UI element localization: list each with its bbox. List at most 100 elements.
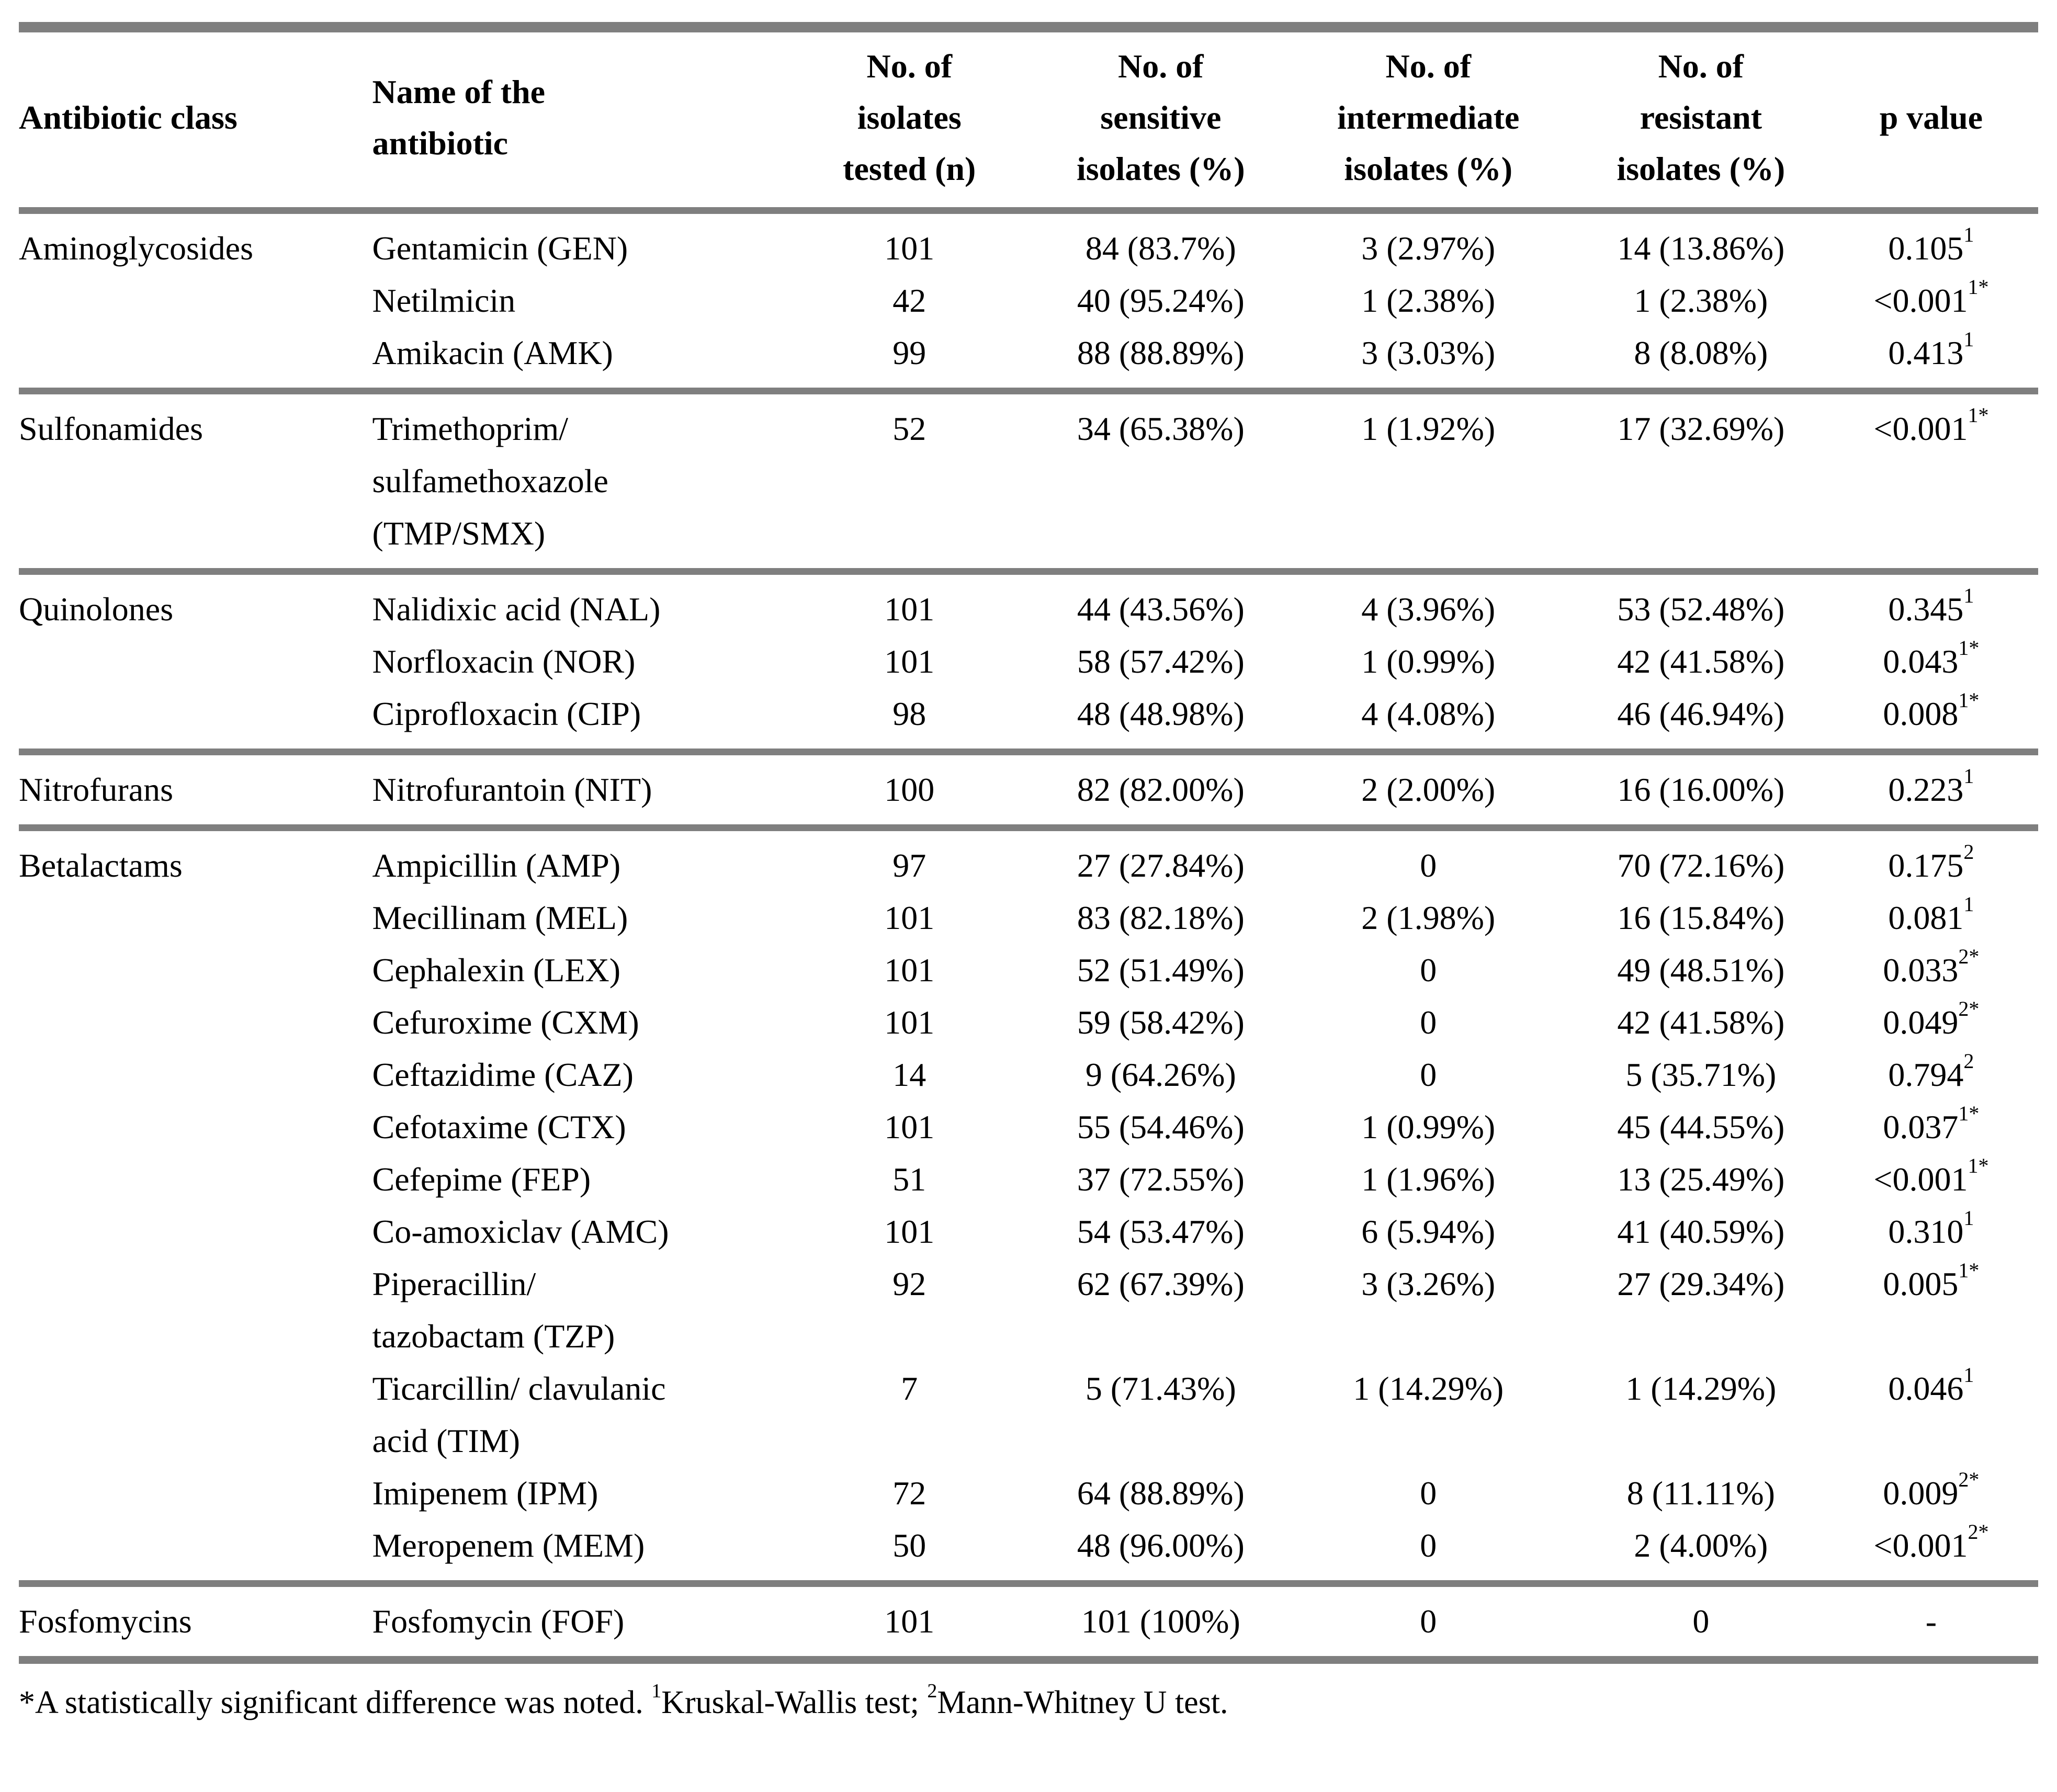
- resistant-isolates-cell: 0: [1692, 1603, 1710, 1640]
- sensitive-isolates-cell: 27 (27.84%): [1077, 847, 1245, 884]
- p-value-superscript: 1*: [1958, 1102, 1980, 1125]
- sensitive-isolates-cell: 48 (96.00%): [1077, 1527, 1245, 1564]
- section-nitrofurans: Nitrofurans Nitrofurantoin (NIT) 100 82 (82…: [19, 752, 2038, 828]
- intermediate-isolates-cell: 0: [1420, 1004, 1437, 1041]
- intermediate-isolates-cell: 3 (3.03%): [1361, 334, 1496, 371]
- p-value-cell: 0.0051*: [1824, 1258, 2038, 1363]
- table-row: Ceftazidime (CAZ) 14 9 (64.26%) 0 5 (35.71%)…: [19, 1049, 2038, 1101]
- intermediate-isolates-cell: 1 (0.99%): [1361, 1108, 1496, 1145]
- table-row: Fosfomycins Fosfomycin (FOF) 101 101 (100%)…: [19, 1584, 2038, 1660]
- sensitive-isolates-cell: 9 (64.26%): [1085, 1056, 1236, 1093]
- p-value-text: 0.413: [1888, 334, 1964, 371]
- table-row: Netilmicin 42 40 (95.24%) 1 (2.38%) 1 (2.38%…: [19, 275, 2038, 327]
- resistant-isolates-cell: 8 (8.08%): [1634, 334, 1768, 371]
- footnote-kruskal-text: Kruskal-Wallis test;: [661, 1685, 928, 1720]
- p-value-text: 0.005: [1883, 1265, 1959, 1302]
- resistant-isolates-cell: 2 (4.00%): [1634, 1527, 1768, 1564]
- intermediate-isolates-cell: 0: [1420, 1527, 1437, 1564]
- table-row: Sulfonamides Trimethoprim/ sulfamethoxazo…: [19, 391, 2038, 572]
- table-row: Cefepime (FEP) 51 37 (72.55%) 1 (1.96%) 13 (…: [19, 1153, 2038, 1206]
- resistant-isolates-cell: 16 (16.00%): [1617, 771, 1785, 808]
- sensitive-isolates-cell: 88 (88.89%): [1077, 334, 1245, 371]
- antibiotic-name-cell: Cephalexin (LEX): [372, 951, 621, 989]
- p-value-superscript: 1*: [1968, 275, 1989, 299]
- sensitive-isolates-cell: 37 (72.55%): [1077, 1161, 1245, 1198]
- intermediate-isolates-cell: 0: [1420, 951, 1437, 989]
- p-value-superscript: 2*: [1958, 945, 1980, 968]
- p-value-superscript: 2: [1963, 840, 1974, 864]
- p-value-superscript: 1: [1963, 1363, 1974, 1387]
- resistant-isolates-cell: 16 (15.84%): [1617, 899, 1785, 936]
- resistant-isolates-cell: 42 (41.58%): [1617, 1004, 1785, 1041]
- p-value-cell: 0.1752: [1824, 828, 2038, 892]
- antibiotic-name-cell: Mecillinam (MEL): [372, 899, 628, 936]
- antibiotic-class-cell: Sulfonamides: [19, 410, 203, 447]
- section-sulfonamides: Sulfonamides Trimethoprim/ sulfamethoxazo…: [19, 391, 2038, 572]
- antibiotic-name-cell: Ciprofloxacin (CIP): [372, 695, 641, 732]
- intermediate-isolates-cell: 2 (1.98%): [1361, 899, 1496, 936]
- table-row: Quinolones Nalidixic acid (NAL) 101 44 (43.…: [19, 572, 2038, 636]
- resistant-isolates-cell: 46 (46.94%): [1617, 695, 1785, 732]
- isolates-tested-cell: 72: [892, 1475, 926, 1512]
- p-value-superscript: 1*: [1958, 1258, 1980, 1282]
- table-row: Imipenem (IPM) 72 64 (88.89%) 0 8 (11.11%) 0.…: [19, 1467, 2038, 1519]
- isolates-tested-cell: 50: [892, 1527, 926, 1564]
- antibiotic-name-cell: Netilmicin: [372, 282, 516, 319]
- isolates-tested-cell: 101: [884, 1004, 935, 1041]
- p-value-cell: 0.0092*: [1824, 1467, 2038, 1519]
- intermediate-isolates-cell: 1 (2.38%): [1361, 282, 1496, 319]
- intermediate-isolates-cell: 1 (1.96%): [1361, 1161, 1496, 1198]
- sensitive-isolates-cell: 5 (71.43%): [1085, 1370, 1236, 1407]
- table-row: Norfloxacin (NOR) 101 58 (57.42%) 1 (0.99%)…: [19, 636, 2038, 688]
- footnote-mann-text: Mann-Whitney U test.: [937, 1685, 1228, 1720]
- sensitive-isolates-cell: 101 (100%): [1081, 1603, 1240, 1640]
- table-row: Amikacin (AMK) 99 88 (88.89%) 3 (3.03%) 8 (8…: [19, 327, 2038, 391]
- sensitive-isolates-cell: 52 (51.49%): [1077, 951, 1245, 989]
- antibiotic-name-cell: Nitrofurantoin (NIT): [372, 771, 652, 808]
- sensitive-isolates-cell: 48 (48.98%): [1077, 695, 1245, 732]
- p-value-cell: 0.0461: [1824, 1363, 2038, 1467]
- p-value-cell: 0.3451: [1824, 572, 2038, 636]
- intermediate-isolates-cell: 6 (5.94%): [1361, 1213, 1496, 1250]
- p-value-superscript: 1: [1963, 1206, 1974, 1230]
- sensitive-isolates-cell: 62 (67.39%): [1077, 1265, 1245, 1302]
- intermediate-isolates-cell: 3 (3.26%): [1361, 1265, 1496, 1302]
- isolates-tested-cell: 101: [884, 643, 935, 680]
- p-value-cell: 0.0492*: [1824, 996, 2038, 1049]
- p-value-cell: <0.0011*: [1824, 391, 2038, 572]
- table-row: Betalactams Ampicillin (AMP) 97 27 (27.84%)…: [19, 828, 2038, 892]
- p-value-text: 0.105: [1888, 230, 1964, 267]
- intermediate-isolates-cell: 1 (1.92%): [1361, 410, 1496, 447]
- isolates-tested-cell: 92: [892, 1265, 926, 1302]
- isolates-tested-cell: 101: [884, 1603, 935, 1640]
- intermediate-isolates-cell: 4 (3.96%): [1361, 591, 1496, 628]
- p-value-cell: 0.0431*: [1824, 636, 2038, 688]
- sensitive-isolates-cell: 34 (65.38%): [1077, 410, 1245, 447]
- antibiotic-name-cell: Meropenem (MEM): [372, 1527, 645, 1564]
- p-value-superscript: 1*: [1968, 403, 1989, 427]
- p-value-text: 0.043: [1883, 643, 1959, 680]
- p-value-cell: <0.0011*: [1824, 275, 2038, 327]
- sensitive-isolates-cell: 59 (58.42%): [1077, 1004, 1245, 1041]
- table-row: Meropenem (MEM) 50 48 (96.00%) 0 2 (4.00%) <0…: [19, 1519, 2038, 1584]
- sensitive-isolates-cell: 84 (83.7%): [1085, 230, 1236, 267]
- p-value-text: 0.008: [1883, 695, 1959, 732]
- resistant-isolates-cell: 1 (2.38%): [1634, 282, 1768, 319]
- col-header-intermediate-isolates: No. of intermediate isolates (%): [1337, 48, 1520, 187]
- p-value-text: 0.033: [1883, 951, 1959, 989]
- intermediate-isolates-cell: 0: [1420, 1603, 1437, 1640]
- table-row: Cefotaxime (CTX) 101 55 (54.46%) 1 (0.99%) 4…: [19, 1101, 2038, 1153]
- resistant-isolates-cell: 45 (44.55%): [1617, 1108, 1785, 1145]
- antibiotic-name-cell: Gentamicin (GEN): [372, 230, 628, 267]
- p-value-superscript: 1: [1963, 584, 1974, 607]
- isolates-tested-cell: 51: [892, 1161, 926, 1198]
- sensitive-isolates-cell: 40 (95.24%): [1077, 282, 1245, 319]
- antibiotic-name-cell: Imipenem (IPM): [372, 1475, 598, 1512]
- table-header: Antibiotic class Name of the antibiotic …: [19, 27, 2038, 211]
- antibiotic-name-cell: Ticarcillin/ clavulanic acid (TIM): [372, 1370, 666, 1459]
- table-row: Mecillinam (MEL) 101 83 (82.18%) 2 (1.98%) 1…: [19, 892, 2038, 944]
- sensitive-isolates-cell: 58 (57.42%): [1077, 643, 1245, 680]
- isolates-tested-cell: 100: [884, 771, 935, 808]
- resistant-isolates-cell: 1 (14.29%): [1625, 1370, 1777, 1407]
- p-value-superscript: 1*: [1958, 636, 1980, 660]
